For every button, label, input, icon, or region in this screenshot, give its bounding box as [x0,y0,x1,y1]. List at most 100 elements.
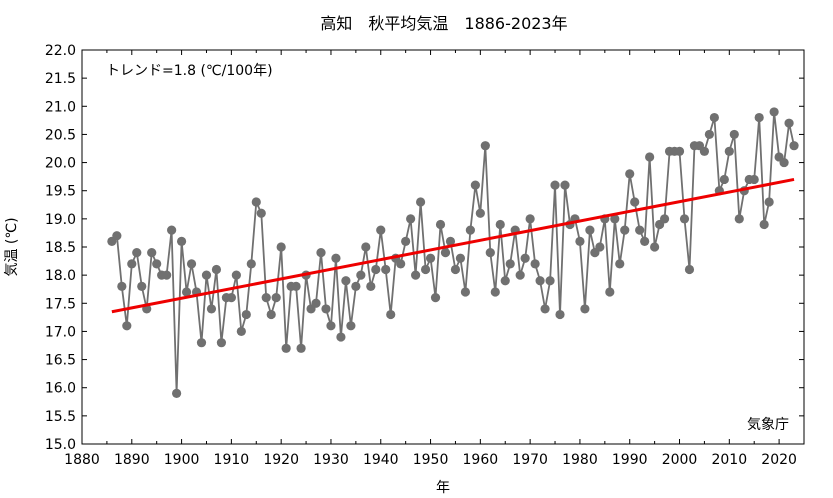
data-point [371,264,381,275]
chart-title: 高知 秋平均気温 1886-2023年 [320,14,567,33]
y-tick-label: 17.5 [45,296,76,312]
source-label: 気象庁 [747,417,789,433]
y-axis: 15.0 15.5 16.0 16.5 17.0 17.5 18.0 18.5 19.0 19.5… [45,43,804,453]
data-point [251,197,261,207]
data-point [729,129,739,140]
y-tick-label: 16.5 [45,353,76,369]
data-point [659,214,670,224]
data-point [112,231,122,241]
x-tick-label: 1940 [363,452,399,468]
data-point [420,264,431,275]
data-point [386,309,396,320]
data-point [411,270,421,280]
data-point [719,174,729,185]
data-point [495,219,505,230]
x-axis-label: 年 [436,480,450,496]
x-tick-label: 1910 [214,452,250,468]
data-point [470,180,480,190]
x-tick-label: 1900 [164,452,200,468]
data-point [575,236,585,246]
data-point [376,225,386,235]
data-point [475,208,485,218]
data-point [236,326,246,337]
data-point [674,146,685,156]
data-point [679,214,690,224]
data-point [759,219,769,230]
data-point [117,281,127,291]
data-point [490,287,500,297]
data-point [789,141,799,151]
data-point [331,253,341,263]
data-point [321,304,331,314]
data-point [630,197,640,207]
data-point [699,146,710,156]
y-tick-label: 15.0 [45,437,76,453]
data-point [530,259,540,269]
data-point [560,180,570,190]
data-point [550,180,560,190]
data-point [276,242,286,252]
data-point [480,141,490,151]
data-point [460,287,471,297]
data-point [525,214,535,224]
data-point [366,281,376,291]
y-tick-label: 19.5 [45,184,76,200]
data-point [585,225,595,235]
data-point [625,169,635,179]
data-point [455,253,466,263]
data-point [316,248,326,258]
data-point [709,112,719,123]
data-point [406,214,416,224]
data-point [401,236,411,246]
data-point [346,321,356,331]
data-point [500,276,510,286]
data-point [201,270,212,280]
data-point [615,259,625,269]
y-tick-label: 17.0 [45,324,76,340]
data-point [769,107,779,117]
data-point [211,264,222,275]
series-layer [107,107,799,398]
data-point [505,259,515,269]
x-tick-label: 2020 [761,452,797,468]
data-point [515,270,525,280]
data-point [724,146,734,156]
data-point [256,208,266,218]
x-tick-label: 2000 [662,452,698,468]
data-point [196,338,207,348]
data-point [540,304,550,314]
data-point [231,270,241,280]
data-point [246,259,256,269]
y-tick-label: 20.0 [45,156,76,172]
data-point [610,214,620,224]
x-tick-label: 2010 [711,452,747,468]
x-tick-label: 1990 [612,452,648,468]
y-tick-label: 18.5 [45,240,76,256]
data-point [356,270,366,280]
y-tick-label: 21.0 [45,99,76,115]
data-point [635,225,645,235]
x-tick-label: 1880 [64,452,100,468]
data-point [336,332,346,342]
y-tick-label: 19.0 [45,212,76,228]
x-tick-label: 1920 [263,452,299,468]
data-point [535,276,545,286]
data-point [341,276,351,286]
x-tick-label: 1890 [114,452,150,468]
x-tick-label: 1980 [562,452,598,468]
y-tick-label: 16.0 [45,381,76,397]
data-point [216,338,227,348]
data-point [226,293,236,303]
data-point [650,242,660,252]
data-point [261,293,271,303]
data-point [555,309,565,320]
y-tick-label: 22.0 [45,43,76,59]
data-point [351,281,361,291]
x-tick-label: 1970 [512,452,548,468]
data-point [241,309,251,320]
data-point [291,281,301,291]
data-point [465,225,475,235]
y-tick-label: 21.5 [45,71,76,87]
